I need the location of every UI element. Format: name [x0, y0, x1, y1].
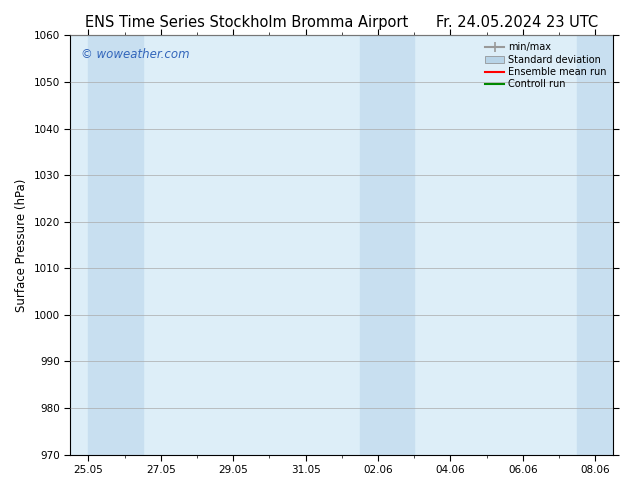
Y-axis label: Surface Pressure (hPa): Surface Pressure (hPa)	[15, 178, 28, 312]
Text: © woweather.com: © woweather.com	[81, 48, 190, 61]
Bar	[360, 35, 414, 455]
Bar	[577, 35, 631, 455]
Title: ENS Time Series Stockholm Bromma Airport      Fr. 24.05.2024 23 UTC: ENS Time Series Stockholm Bromma Airport…	[85, 15, 598, 30]
Legend: min/max, Standard deviation, Ensemble mean run, Controll run: min/max, Standard deviation, Ensemble me…	[481, 38, 611, 93]
Bar	[88, 35, 143, 455]
